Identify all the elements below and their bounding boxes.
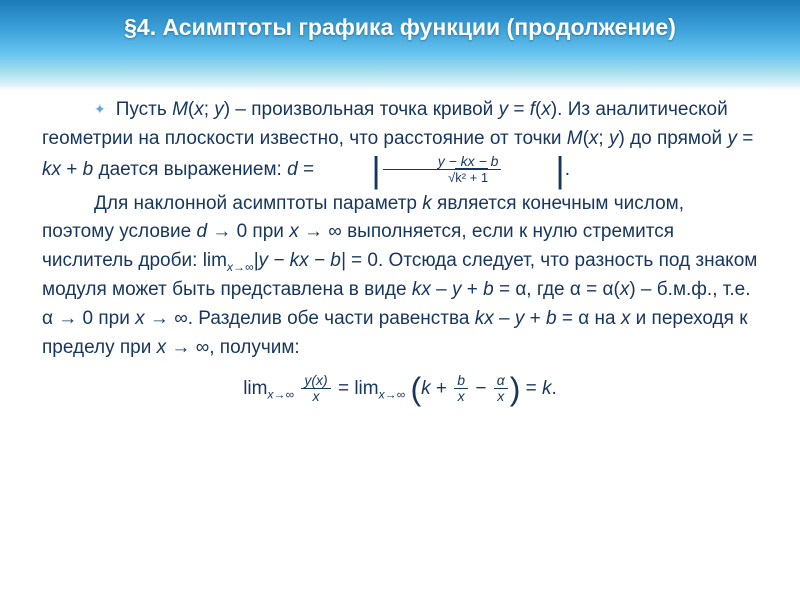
lim-sub: x→∞ — [227, 260, 254, 274]
denominator: x — [494, 389, 508, 404]
text: – — [494, 308, 515, 329]
var-y: y — [452, 279, 462, 300]
var-y: y — [499, 99, 509, 120]
var-b: b — [483, 279, 494, 300]
var-b: b — [83, 159, 94, 180]
text: + — [431, 378, 453, 399]
lim-sub: x→∞ — [267, 388, 294, 402]
text: = α на — [557, 308, 621, 329]
numerator: b — [454, 373, 468, 389]
fraction-bx: bx — [454, 373, 468, 405]
text: ; — [204, 99, 215, 120]
text: + — [524, 308, 546, 329]
text: = — [526, 378, 542, 399]
paren-right: ) — [510, 371, 521, 407]
bullet-icon: ✦ — [94, 101, 106, 117]
lim-sub: x→∞ — [379, 388, 406, 402]
var-k: k — [422, 193, 432, 214]
lim: lim — [354, 378, 378, 399]
text: → 0 при — [207, 221, 289, 242]
text: . — [565, 159, 570, 180]
fraction-yx: y(x)x — [301, 373, 330, 405]
var-d: d — [287, 159, 298, 180]
var-x: x — [157, 337, 167, 358]
text: – — [431, 279, 452, 300]
denominator: √k² + 1 — [383, 170, 502, 185]
var-x: x — [194, 99, 204, 120]
var-kx: kx — [42, 159, 61, 180]
text: . — [552, 378, 557, 399]
var-y: y — [515, 308, 525, 329]
var-b: b — [546, 308, 557, 329]
var-M: M — [567, 128, 583, 149]
text: + — [61, 159, 83, 180]
numerator: y(x) — [301, 373, 330, 389]
text: = — [737, 128, 753, 149]
text: = — [338, 378, 354, 399]
lim: lim — [243, 378, 267, 399]
var-x: x — [541, 99, 551, 120]
var-x: x — [135, 308, 145, 329]
text: Для наклонной асимптоты параметр — [94, 193, 422, 214]
fraction-alphax: αx — [494, 373, 508, 405]
text: Пусть — [116, 99, 172, 120]
equation-centered: limx→∞ y(x)x = limx→∞ (k + bx − αx) = k. — [42, 373, 758, 405]
var-x: x — [289, 221, 299, 242]
radicand: k² + 1 — [455, 168, 488, 185]
var-x: x — [589, 128, 599, 149]
paren-left: ( — [410, 371, 421, 407]
text: = α, где α = α( — [494, 279, 620, 300]
var-x: x — [620, 279, 630, 300]
slide-title: §4. Асимптоты графика функции (продолжен… — [40, 14, 760, 41]
slide: §4. Асимптоты графика функции (продолжен… — [0, 0, 800, 600]
text: дается выражением: — [93, 159, 287, 180]
text: → ∞. Разделив обе части равенства — [145, 308, 475, 329]
denominator: x — [301, 389, 330, 404]
var-d: d — [196, 221, 207, 242]
paragraph-2: Для наклонной асимптоты параметр k являе… — [42, 190, 758, 363]
text: − — [470, 378, 492, 399]
slide-header: §4. Асимптоты графика функции (продолжен… — [0, 0, 800, 90]
var-x: x — [621, 308, 631, 329]
text: ) – произвольная точка кривой — [224, 99, 499, 120]
var-M: M — [172, 99, 188, 120]
var-kx: kx — [475, 308, 494, 329]
paragraph-1: ✦Пусть M(x; y) – произвольная точка крив… — [42, 96, 758, 186]
fraction-distance: y − kx − b√k² + 1 — [383, 154, 502, 186]
text: ; — [598, 128, 609, 149]
var-k: k — [542, 378, 552, 399]
text: = — [508, 99, 530, 120]
numerator: α — [494, 373, 508, 389]
text: = — [298, 159, 320, 180]
var-y: y — [727, 128, 737, 149]
text: + — [461, 279, 483, 300]
var-kx: kx — [412, 279, 431, 300]
text: → ∞, получим: — [166, 337, 300, 358]
text: ) до прямой — [618, 128, 727, 149]
slide-body: ✦Пусть M(x; y) – произвольная точка крив… — [0, 90, 800, 405]
lim: lim — [203, 250, 227, 271]
denominator: x — [454, 389, 468, 404]
abs-expr: |y − kx − b| — [254, 250, 346, 271]
var-y: y — [214, 99, 224, 120]
var-k: k — [421, 378, 431, 399]
